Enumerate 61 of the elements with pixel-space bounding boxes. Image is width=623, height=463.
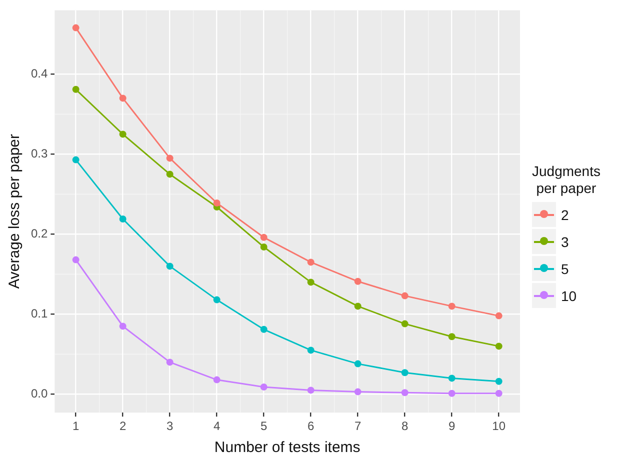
legend-label: 5 (561, 260, 569, 276)
legend-label: 10 (561, 288, 577, 304)
x-tick-label: 4 (213, 419, 220, 434)
point (307, 278, 314, 286)
point (307, 386, 314, 394)
point (495, 342, 502, 350)
point (354, 302, 362, 310)
legend-title: Judgments per paper (532, 163, 600, 197)
y-tick-label: 0.3 (30, 146, 48, 161)
legend-label: 2 (561, 206, 569, 222)
point (260, 384, 268, 390)
point (401, 369, 408, 376)
point (260, 234, 268, 241)
point (495, 378, 502, 385)
x-axis-title: Number of tests items (214, 439, 360, 456)
x-tick-label: 7 (354, 419, 362, 434)
point (166, 154, 174, 162)
point (401, 389, 408, 396)
point (72, 86, 80, 93)
point (354, 388, 362, 396)
point (448, 333, 456, 340)
y-tick-label: 0.4 (30, 66, 48, 81)
x-tick-label: 3 (166, 419, 174, 434)
point (495, 312, 502, 320)
point (119, 94, 126, 102)
point (307, 258, 314, 266)
y-tick-label: 0.0 (30, 386, 48, 401)
point (354, 360, 362, 368)
point (260, 326, 268, 333)
point (307, 346, 314, 354)
point (448, 390, 456, 397)
legend-label: 3 (561, 234, 569, 250)
x-tick-label: 2 (119, 419, 126, 434)
point (166, 358, 174, 366)
x-tick-label: 6 (308, 419, 314, 434)
x-tick-label: 1 (72, 419, 80, 434)
y-axis-title: Average loss per paper (6, 134, 24, 289)
point (72, 24, 80, 32)
point (166, 170, 174, 178)
point (401, 320, 408, 328)
point (119, 130, 126, 138)
y-tick-label: 0.1 (30, 306, 48, 321)
point (166, 262, 174, 270)
x-tick-label: 8 (402, 419, 408, 434)
point (448, 302, 456, 310)
point (72, 156, 80, 164)
x-tick-label: 5 (260, 419, 268, 434)
point (495, 390, 502, 397)
point (213, 200, 220, 206)
y-tick-label: 0.2 (30, 226, 48, 241)
x-tick-label: 9 (448, 419, 456, 434)
point (213, 376, 220, 384)
point (354, 278, 362, 285)
point (401, 292, 408, 300)
x-tick-label: 10 (492, 419, 506, 434)
point (260, 244, 268, 250)
point (448, 374, 456, 382)
point (119, 216, 126, 222)
point (119, 322, 126, 330)
point (213, 296, 220, 304)
point (72, 256, 80, 264)
